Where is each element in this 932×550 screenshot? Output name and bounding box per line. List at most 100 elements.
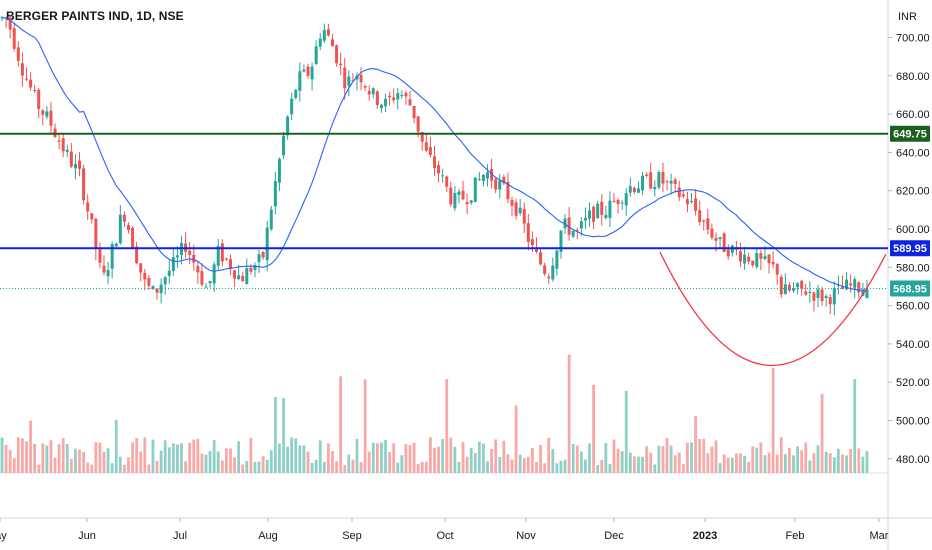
candle-body[interactable] [86, 202, 90, 212]
candle-body[interactable] [853, 279, 857, 288]
candle-body[interactable] [269, 209, 273, 230]
candle-body[interactable] [335, 45, 339, 64]
price-axis[interactable]: INR 700.00 680.00 660.00 640.00 620.00 600.00 5… [888, 11, 930, 466]
candle-body[interactable] [469, 200, 473, 203]
candle-body[interactable] [510, 200, 514, 206]
candle-body[interactable] [718, 237, 722, 240]
candle-body[interactable] [8, 17, 12, 30]
candle-body[interactable] [326, 29, 330, 36]
candle-body[interactable] [302, 69, 306, 72]
candle-body[interactable] [404, 92, 408, 97]
candle-body[interactable] [163, 277, 167, 285]
candle-body[interactable] [763, 256, 767, 259]
candle-body[interactable] [392, 97, 396, 101]
candle-body[interactable] [126, 225, 130, 231]
candle-body[interactable] [775, 264, 779, 275]
candle-body[interactable] [747, 256, 751, 262]
candle-body[interactable] [98, 249, 102, 263]
candle-body[interactable] [677, 187, 681, 198]
candle-body[interactable] [388, 95, 392, 98]
candle-body[interactable] [845, 279, 849, 290]
candle-body[interactable] [273, 181, 277, 207]
rounding-bottom-curve[interactable] [659, 251, 887, 366]
candle-body[interactable] [530, 239, 534, 246]
candle-body[interactable] [314, 46, 318, 65]
candle-body[interactable] [253, 265, 257, 270]
candle-body[interactable] [147, 277, 151, 286]
candle-body[interactable] [481, 174, 485, 182]
candle-body[interactable] [294, 89, 298, 98]
candle-body[interactable] [69, 151, 73, 167]
candle-body[interactable] [49, 110, 53, 126]
candle-body[interactable] [620, 202, 624, 204]
candle-body[interactable] [800, 280, 804, 289]
candle-body[interactable] [588, 210, 592, 219]
candle-body[interactable] [432, 156, 436, 168]
candle-body[interactable] [343, 67, 347, 89]
candle-body[interactable] [102, 265, 106, 273]
candle-body[interactable] [804, 291, 808, 295]
candle-body[interactable] [706, 218, 710, 230]
candlestick-series[interactable] [0, 14, 869, 316]
candle-body[interactable] [641, 175, 645, 191]
candle-body[interactable] [849, 283, 853, 286]
candle-body[interactable] [20, 63, 24, 76]
candle-body[interactable] [600, 201, 604, 215]
candle-body[interactable] [490, 168, 494, 181]
candle-body[interactable] [608, 200, 612, 218]
candle-body[interactable] [518, 207, 522, 214]
candle-body[interactable] [196, 265, 200, 273]
candle-body[interactable] [257, 254, 261, 263]
candle-body[interactable] [812, 292, 816, 301]
candle-body[interactable] [673, 179, 677, 184]
candle-body[interactable] [477, 179, 481, 181]
candle-body[interactable] [61, 138, 65, 152]
candle-body[interactable] [767, 254, 771, 264]
candle-body[interactable] [657, 172, 661, 188]
candle-body[interactable] [339, 63, 343, 66]
candle-body[interactable] [840, 286, 844, 290]
candle-body[interactable] [551, 265, 555, 280]
candle-body[interactable] [151, 286, 155, 290]
candle-body[interactable] [498, 180, 502, 190]
candle-body[interactable] [441, 175, 445, 177]
candle-body[interactable] [237, 275, 241, 279]
candle-body[interactable] [563, 218, 567, 229]
candle-body[interactable] [465, 202, 469, 204]
candle-body[interactable] [159, 284, 163, 294]
candle-body[interactable] [755, 252, 759, 267]
candle-body[interactable] [649, 172, 653, 189]
candle-body[interactable] [571, 230, 575, 237]
candle-body[interactable] [155, 288, 159, 293]
candle-body[interactable] [29, 79, 33, 88]
candle-body[interactable] [865, 288, 869, 299]
candle-body[interactable] [384, 98, 388, 107]
candle-body[interactable] [73, 163, 77, 169]
candle-body[interactable] [816, 289, 820, 298]
candle-body[interactable] [526, 223, 530, 242]
candle-body[interactable] [139, 263, 143, 273]
candle-body[interactable] [424, 142, 428, 151]
candle-body[interactable] [534, 248, 538, 252]
candle-body[interactable] [583, 217, 587, 221]
candle-body[interactable] [792, 288, 796, 291]
candle-body[interactable] [722, 233, 726, 252]
candle-body[interactable] [110, 244, 114, 269]
candle-body[interactable] [694, 198, 698, 211]
candle-body[interactable] [824, 295, 828, 299]
candle-body[interactable] [192, 254, 196, 263]
candle-body[interactable] [233, 270, 237, 279]
candle-body[interactable] [245, 268, 249, 285]
candle-body[interactable] [416, 116, 420, 132]
candle-body[interactable] [37, 89, 41, 110]
candle-body[interactable] [808, 292, 812, 294]
candle-body[interactable] [522, 208, 526, 224]
candle-body[interactable] [171, 257, 175, 272]
candle-body[interactable] [355, 75, 359, 80]
candle-body[interactable] [122, 214, 126, 222]
candle-body[interactable] [738, 251, 742, 262]
candle-body[interactable] [277, 158, 281, 183]
candle-body[interactable] [420, 132, 424, 142]
candle-body[interactable] [57, 140, 61, 142]
candle-body[interactable] [78, 160, 82, 169]
